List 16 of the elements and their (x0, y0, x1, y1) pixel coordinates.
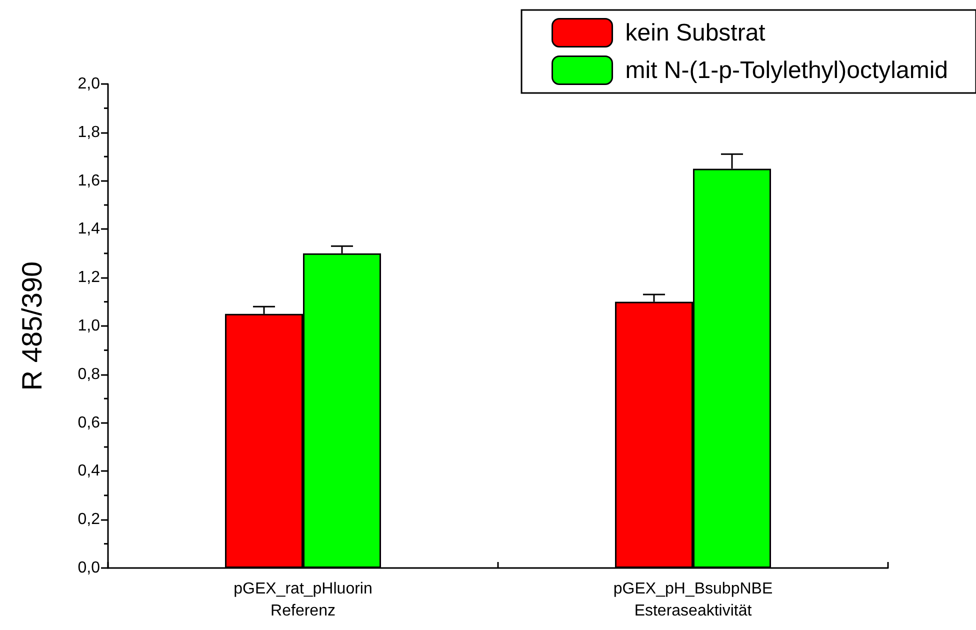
y-tick-label: 0,8 (78, 366, 100, 383)
y-tick-label: 0,0 (78, 560, 100, 576)
y-tick-label: 1,0 (78, 318, 100, 334)
y-tick-label: 1,4 (78, 220, 100, 238)
y-tick-label: 1,8 (78, 124, 100, 141)
x-tick-label: pGEX_pH_BsubpNBE Esteraseaktivität (613, 580, 773, 620)
y-tick-label: 0,4 (78, 462, 100, 480)
y-tick-label: 1,2 (78, 269, 100, 286)
legend-label: kein Substrat (625, 19, 766, 46)
x-tick-label: pGEX_rat_pHluorin Referenz (234, 580, 372, 620)
legend-label: mit N-(1-p-Tolylethyl)octylamid (625, 56, 948, 84)
y-tick-label: 2,0 (78, 76, 100, 92)
y-axis-title: R 485/390 (16, 261, 48, 391)
y-tick-label: 0,6 (78, 414, 100, 432)
y-tick-label: 0,2 (78, 511, 100, 528)
y-tick-label: 1,6 (78, 172, 100, 190)
